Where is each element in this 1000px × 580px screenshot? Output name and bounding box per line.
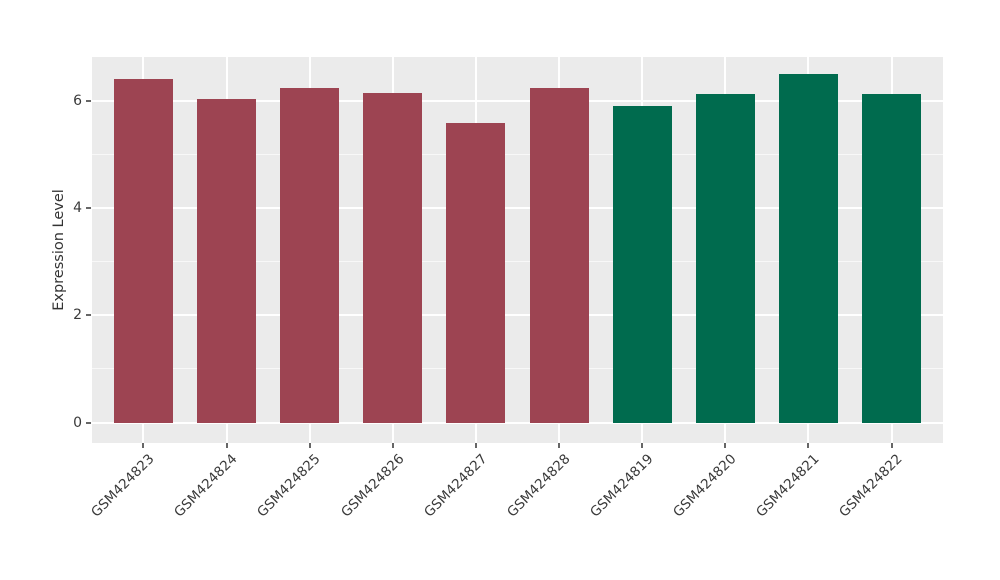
x-tick-mark — [308, 443, 311, 448]
h-gridline-major — [92, 207, 943, 210]
x-tick-mark — [225, 443, 228, 448]
x-tick-mark — [558, 443, 561, 448]
expression-bar-GSM424822 — [862, 93, 922, 423]
h-gridline-minor — [92, 367, 943, 369]
y-axis-title-text: Expression Level — [51, 189, 67, 311]
x-tick-label: GSM424828 — [503, 451, 574, 521]
x-tick-label: GSM424821 — [753, 451, 823, 521]
x-tick-mark — [474, 443, 477, 448]
y-tick-mark — [86, 99, 91, 102]
x-tick-label: GSM424823 — [88, 451, 158, 521]
y-tick-mark — [86, 314, 91, 317]
y-tick-label: 4 — [73, 200, 82, 217]
expression-bar-GSM424821 — [778, 74, 838, 423]
expression-bar-GSM424828 — [529, 88, 589, 423]
x-tick-mark — [807, 443, 810, 448]
expression-bar-GSM424825 — [280, 88, 340, 423]
plot-area — [92, 57, 943, 443]
x-tick-mark — [391, 443, 394, 448]
x-tick-label: GSM424819 — [587, 451, 657, 521]
expression-bar-GSM424819 — [612, 105, 672, 423]
x-tick-label: GSM424820 — [670, 451, 740, 521]
y-tick-label: 6 — [73, 92, 82, 109]
expression-bar-GSM424824 — [197, 99, 256, 423]
y-tick-label: 2 — [73, 307, 82, 324]
y-tick-mark — [86, 207, 91, 210]
expression-bar-GSM424820 — [695, 93, 755, 423]
x-tick-mark — [641, 443, 644, 448]
h-gridline-minor — [92, 153, 943, 155]
x-tick-mark — [890, 443, 893, 448]
x-tick-label: GSM424824 — [171, 451, 241, 521]
x-tick-mark — [724, 443, 727, 448]
x-tick-label: GSM424825 — [254, 451, 324, 521]
y-axis-title: Expression Level — [48, 57, 70, 443]
y-tick-label: 0 — [73, 414, 82, 431]
expression-bar-GSM424823 — [113, 78, 173, 423]
expression-bar-GSM424827 — [446, 123, 506, 423]
x-tick-label: GSM424827 — [420, 451, 491, 521]
h-gridline-minor — [92, 260, 943, 262]
x-tick-label: GSM424822 — [836, 451, 906, 521]
x-tick-label: GSM424826 — [337, 451, 408, 521]
x-tick-mark — [142, 443, 145, 448]
h-gridline-major — [92, 421, 943, 424]
h-gridline-major — [92, 314, 943, 317]
expression-bar-GSM424826 — [363, 92, 423, 423]
h-gridline-major — [92, 99, 943, 102]
y-tick-mark — [86, 421, 91, 424]
